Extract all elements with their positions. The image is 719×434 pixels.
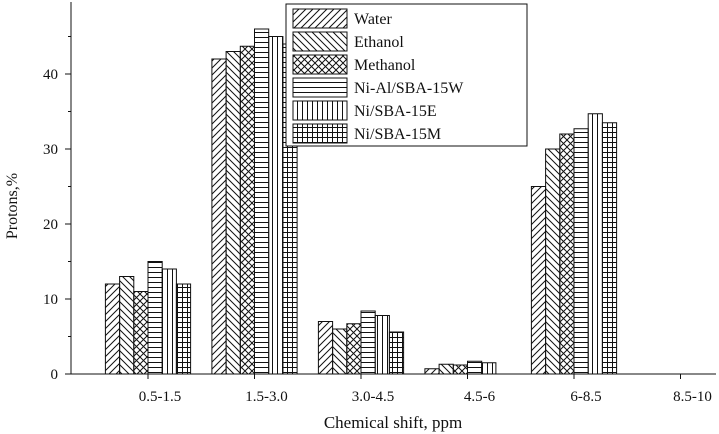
y-ticks: 0 10 20 30 40 (43, 36, 71, 383)
legend-swatch-6 (292, 123, 348, 144)
bar-1-4.5-6 (424, 368, 440, 375)
y-axis-label: Protons,% (4, 173, 21, 239)
bar-4-0.5-1.5 (147, 261, 163, 375)
legend-label-2: Ethanol (354, 34, 404, 51)
bar-2-6-8.5 (545, 148, 561, 375)
x-axis-label: Chemical shift, ppm (324, 413, 462, 432)
legend-swatch-4 (292, 77, 348, 98)
legend-label-4: Ni-Al/SBA-15W (354, 80, 464, 97)
x-tick-label: 1.5-3.0 (245, 389, 288, 405)
bar-1-6-8.5 (530, 186, 547, 375)
bar-6-6-8.5 (601, 122, 618, 375)
legend-swatch-5 (292, 100, 348, 121)
bar-1-1.5-3.0 (211, 58, 227, 375)
legend-swatch-3 (292, 54, 348, 75)
bar-4-4.5-6 (467, 360, 483, 375)
bar-3-6-8.5 (559, 133, 575, 375)
x-tick-label: 4.5-6 (464, 389, 496, 405)
x-ticks: 0.5-1.5 1.5-3.0 3.0-4.5 4.5-6 6-8.5 8.5-10 (139, 374, 712, 405)
legend-label-1: Water (354, 11, 392, 28)
legend-swatch-2 (292, 31, 348, 52)
bar-1-3.0-4.5 (317, 321, 334, 375)
bar-4-3.0-4.5 (360, 310, 376, 375)
y-tick-label: 30 (43, 142, 58, 158)
bar-3-3.0-4.5 (346, 323, 362, 375)
x-tick-label: 8.5-10 (673, 389, 712, 405)
legend-label-5: Ni/SBA-15E (354, 103, 437, 120)
y-tick-label: 40 (43, 67, 58, 83)
bar-2-3.0-4.5 (332, 328, 348, 375)
bar-5-4.5-6 (481, 362, 497, 375)
bar-3-4.5-6 (452, 364, 468, 375)
legend-label-6: Ni/SBA-15M (354, 126, 441, 143)
bar-5-3.0-4.5 (374, 315, 390, 375)
bars-layer (104, 28, 618, 375)
legend-box (285, 3, 528, 147)
bar-2-1.5-3.0 (225, 51, 241, 375)
bar-4-6-8.5 (573, 128, 589, 375)
y-tick-label: 20 (43, 217, 58, 233)
bar-5-1.5-3.0 (268, 36, 284, 375)
x-tick-label: 0.5-1.5 (139, 389, 182, 405)
legend-swatch-1 (292, 8, 348, 29)
y-tick-label: 10 (43, 292, 58, 308)
bar-5-6-8.5 (587, 113, 603, 375)
bar-4-1.5-3.0 (254, 28, 270, 375)
legend: Water Ethanol Methanol Ni-Al/SBA-15W Ni/SBA-… (285, 3, 528, 147)
legend-label-3: Methanol (354, 57, 416, 74)
bar-2-0.5-1.5 (119, 276, 135, 375)
bar-5-0.5-1.5 (161, 268, 177, 375)
y-tick-label: 0 (51, 367, 59, 383)
x-tick-label: 6-8.5 (570, 389, 601, 405)
bar-3-0.5-1.5 (133, 291, 149, 375)
bar-1-0.5-1.5 (104, 283, 121, 375)
bar-2-4.5-6 (438, 363, 454, 375)
bar-3-1.5-3.0 (239, 45, 256, 375)
x-tick-label: 3.0-4.5 (352, 389, 395, 405)
bar-6-0.5-1.5 (175, 283, 192, 375)
bar-6-3.0-4.5 (388, 331, 405, 375)
